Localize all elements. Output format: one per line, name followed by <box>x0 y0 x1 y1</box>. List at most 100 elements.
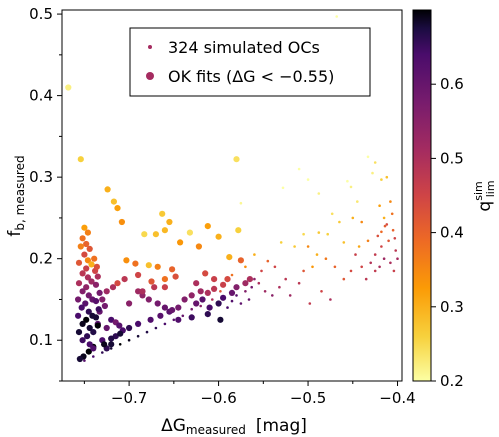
sim-point <box>311 266 314 269</box>
x-tick-label: −0.4 <box>379 389 415 407</box>
fit-point <box>220 282 226 288</box>
sim-point <box>329 298 332 301</box>
fit-point <box>177 239 183 245</box>
fit-point <box>220 295 226 301</box>
sim-point <box>350 270 353 273</box>
fit-point <box>65 84 71 90</box>
sim-point <box>231 300 234 303</box>
fit-point <box>205 223 211 229</box>
fit-point <box>93 298 99 304</box>
sim-point <box>307 245 310 248</box>
fit-point <box>85 230 91 236</box>
sim-point <box>284 278 287 281</box>
colorbar-gradient <box>413 10 431 381</box>
sim-point <box>101 351 104 354</box>
fit-point <box>169 307 175 313</box>
colorbar-ticks: 0.20.30.40.50.6 <box>431 75 464 390</box>
fit-point <box>153 231 159 237</box>
fit-point <box>139 288 145 294</box>
sim-point <box>128 339 131 342</box>
fit-point <box>151 284 157 290</box>
sim-point <box>282 187 285 190</box>
fit-point <box>78 156 84 162</box>
fit-point <box>123 257 129 263</box>
y-axis-label: fb, measured <box>5 155 27 236</box>
fit-point <box>235 227 241 233</box>
fit-point <box>216 234 222 240</box>
fit-point <box>157 313 163 319</box>
sim-point <box>318 231 321 234</box>
fit-point <box>229 290 235 296</box>
fit-point <box>216 300 222 306</box>
fit-point <box>117 331 123 337</box>
sim-point <box>119 343 122 346</box>
fit-point <box>94 264 100 270</box>
fit-point <box>175 317 181 323</box>
fit-point <box>97 290 103 296</box>
sim-point <box>316 253 319 256</box>
sim-point <box>326 233 329 236</box>
sim-point <box>302 233 305 236</box>
sim-point <box>354 253 357 256</box>
fit-point <box>199 296 205 302</box>
sim-point <box>199 305 202 308</box>
sim-point <box>343 241 346 244</box>
fit-point <box>75 296 81 302</box>
sim-point <box>378 204 381 207</box>
sim-point <box>391 213 394 216</box>
fit-point <box>80 321 86 327</box>
sim-point <box>92 355 95 358</box>
sim-point <box>360 221 363 224</box>
fit-point <box>96 306 102 312</box>
sim-point <box>384 225 387 228</box>
sim-point <box>374 270 377 273</box>
fit-point <box>155 300 161 306</box>
sim-point <box>264 290 267 293</box>
fit-point <box>148 317 154 323</box>
fit-point <box>126 325 132 331</box>
sim-point <box>356 200 359 203</box>
fit-point <box>135 321 141 327</box>
fit-point <box>122 276 128 282</box>
fit-point <box>91 256 97 262</box>
sim-point <box>377 235 380 238</box>
sim-point <box>335 15 338 18</box>
fit-point <box>80 288 86 294</box>
sim-point <box>383 217 386 220</box>
sim-point <box>387 240 390 243</box>
sim-point <box>367 240 370 243</box>
sim-point <box>267 260 270 263</box>
y-tick-label: 0.1 <box>29 331 53 349</box>
sim-point <box>371 172 374 175</box>
fit-point <box>211 276 217 282</box>
sim-point <box>219 290 222 293</box>
fit-point <box>79 305 85 311</box>
sim-point <box>309 302 312 305</box>
sim-point <box>289 294 292 297</box>
sim-point <box>307 178 310 181</box>
fit-point <box>159 211 165 217</box>
x-tick-label: −0.7 <box>111 389 147 407</box>
sim-point <box>240 302 243 305</box>
sim-point <box>369 262 372 265</box>
sim-point <box>280 241 283 244</box>
fit-point <box>155 264 161 270</box>
fit-point <box>104 325 110 331</box>
fit-point <box>78 243 84 249</box>
colorbar-tick-label: 0.4 <box>440 224 464 242</box>
y-tick-label: 0.5 <box>29 5 53 23</box>
sim-point <box>318 192 321 195</box>
fit-point <box>169 266 175 272</box>
colorbar-label: qsimlim <box>472 180 497 211</box>
sim-point <box>338 221 341 224</box>
sim-point <box>298 168 301 171</box>
fit-point <box>114 205 120 211</box>
fit-point <box>162 276 168 282</box>
fit-point <box>93 314 99 320</box>
sim-point <box>226 306 229 309</box>
fit-point <box>75 313 81 319</box>
fit-point <box>76 329 82 335</box>
fit-point <box>207 305 213 311</box>
sim-point <box>380 178 383 181</box>
fit-point <box>175 305 181 311</box>
